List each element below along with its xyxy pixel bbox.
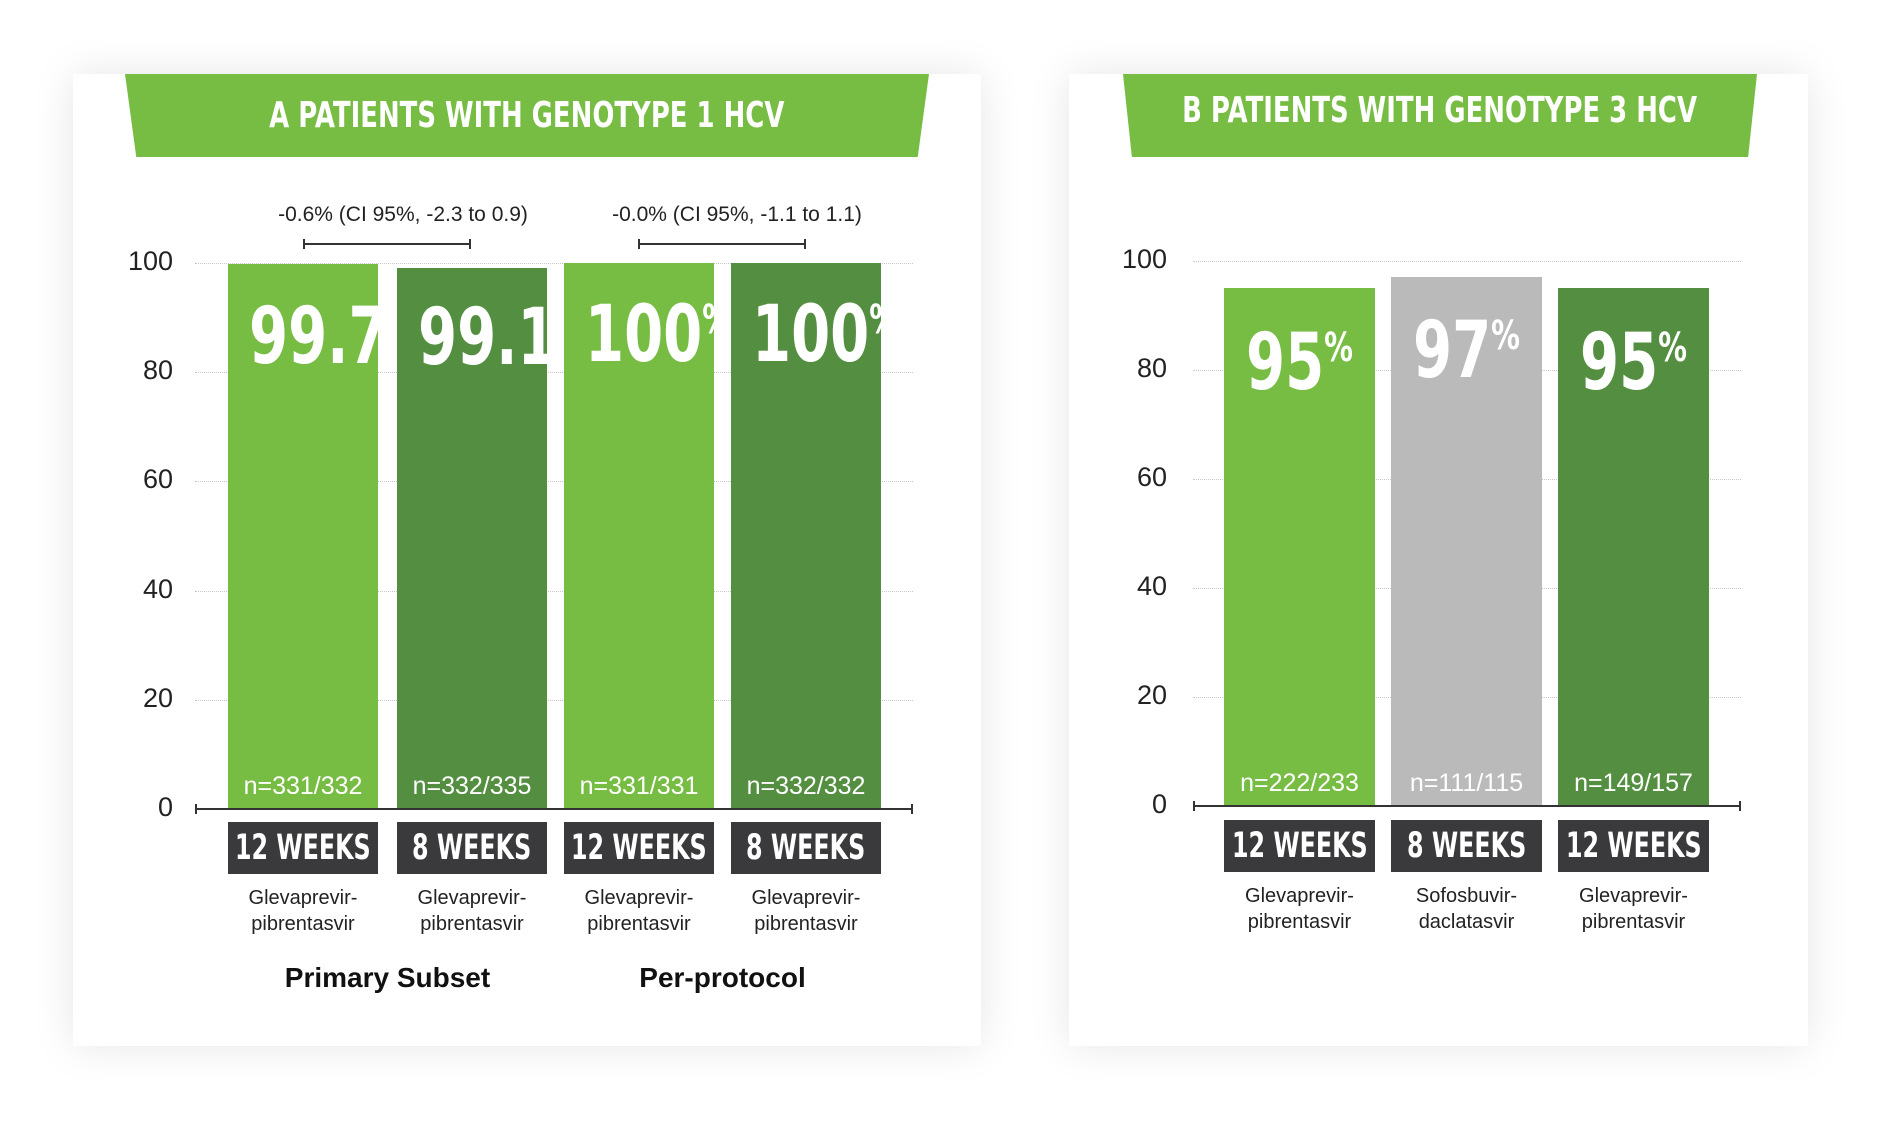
- weeks-label-b-1: 12 WEEKS: [1224, 820, 1375, 872]
- panel-b-title: B PATIENTS WITH GENOTYPE 3 HCV: [1182, 90, 1698, 131]
- weeks-label-b-2: 8 WEEKS: [1391, 820, 1542, 872]
- bar-n-label: n=332/335: [412, 772, 532, 800]
- bar-b-1: 95% n=222/233: [1224, 288, 1375, 806]
- y-tick-40: 40: [1136, 571, 1167, 601]
- ci-annotation-primary: -0.6% (CI 95%, -2.3 to 0.9): [278, 203, 528, 226]
- ci-bracket-per-protocol: [638, 243, 806, 245]
- y-tick-40: 40: [142, 574, 173, 604]
- ci-annotation-per-protocol: -0.0% (CI 95%, -1.1 to 1.1): [612, 203, 862, 226]
- bar-value-label: 97%: [1412, 306, 1521, 396]
- ci-bracket-cap: [638, 239, 640, 249]
- weeks-label-b-3: 12 WEEKS: [1558, 820, 1709, 872]
- y-tick-80: 80: [142, 355, 173, 385]
- bar-value-label: 95%: [1245, 318, 1354, 408]
- x-axis-cap: [1739, 801, 1741, 811]
- panel-a-title: A PATIENTS WITH GENOTYPE 1 HCV: [269, 95, 785, 136]
- weeks-label-a-4: 8 WEEKS: [731, 822, 881, 874]
- y-tick-0: 0: [157, 792, 173, 822]
- y-tick-100: 100: [1121, 244, 1167, 274]
- bar-value-label: 100%: [752, 290, 899, 380]
- ci-bracket-primary: [303, 243, 471, 245]
- bar-n-label: n=332/332: [746, 772, 866, 800]
- drug-label-a-4: Glevaprevir-pibrentasvir: [751, 887, 861, 935]
- gridline-80: [195, 372, 913, 373]
- y-tick-20: 20: [142, 683, 173, 713]
- weeks-label-a-2: 8 WEEKS: [397, 822, 547, 874]
- panel-a-title-bar: A PATIENTS WITH GENOTYPE 1 HCV: [125, 74, 929, 157]
- y-tick-20: 20: [1136, 680, 1167, 710]
- y-tick-100: 100: [127, 246, 173, 276]
- gridline-20: [195, 700, 913, 701]
- y-tick-80: 80: [1136, 353, 1167, 383]
- bar-value-label: 100%: [585, 290, 732, 380]
- drug-label-a-1: Glevaprevir-pibrentasvir: [248, 887, 358, 935]
- drug-label-a-3: Glevaprevir-pibrentasvir: [584, 887, 694, 935]
- gridline-60: [195, 481, 913, 482]
- panel-b-title-bar: B PATIENTS WITH GENOTYPE 3 HCV: [1123, 74, 1757, 157]
- x-axis-cap: [195, 804, 197, 814]
- weeks-label-a-1: 12 WEEKS: [228, 822, 378, 874]
- weeks-label-a-3: 12 WEEKS: [564, 822, 714, 874]
- bar-b-2: 97% n=111/115: [1391, 277, 1542, 806]
- ci-bracket-cap: [469, 239, 471, 249]
- bar-n-label: n=331/331: [579, 772, 699, 800]
- drug-label-b-1: Glevaprevir-pibrentasvir: [1245, 885, 1354, 933]
- bar-b-3: 95% n=149/157: [1558, 288, 1709, 806]
- drug-label-a-2: Glevaprevir-pibrentasvir: [417, 887, 527, 935]
- group-label-primary-subset: Primary Subset: [284, 962, 491, 993]
- bar-a-3: 100% n=331/331: [564, 263, 732, 809]
- bar-value-label: 99.1%: [418, 293, 585, 383]
- y-tick-60: 60: [142, 464, 173, 494]
- drug-label-b-2: Sofosbuvir-daclatasvir: [1415, 885, 1518, 933]
- x-axis-a: [195, 808, 913, 810]
- bar-n-label: n=222/233: [1240, 769, 1359, 797]
- y-tick-60: 60: [1136, 462, 1167, 492]
- bar-value-label: 95%: [1579, 318, 1688, 408]
- x-axis-b: [1193, 805, 1741, 807]
- bar-a-2: 99.1% n=332/335: [397, 268, 585, 809]
- gridline-100: [1193, 261, 1741, 262]
- ci-bracket-cap: [804, 239, 806, 249]
- y-tick-0: 0: [1151, 789, 1167, 819]
- bar-n-label: n=149/157: [1574, 769, 1693, 797]
- group-label-per-protocol: Per-protocol: [639, 962, 806, 993]
- gridline-100: [195, 263, 913, 264]
- bar-n-label: n=331/332: [243, 772, 363, 800]
- bar-a-1: 99.7% n=331/332: [228, 264, 416, 809]
- bar-a-4: 100% n=332/332: [731, 263, 899, 809]
- bar-value-label: 99.7%: [249, 292, 416, 382]
- x-axis-cap: [1193, 801, 1195, 811]
- bar-n-label: n=111/115: [1409, 769, 1524, 797]
- x-axis-cap: [911, 804, 913, 814]
- gridline-40: [195, 591, 913, 592]
- ci-bracket-cap: [303, 239, 305, 249]
- drug-label-b-3: Glevaprevir-pibrentasvir: [1579, 885, 1688, 933]
